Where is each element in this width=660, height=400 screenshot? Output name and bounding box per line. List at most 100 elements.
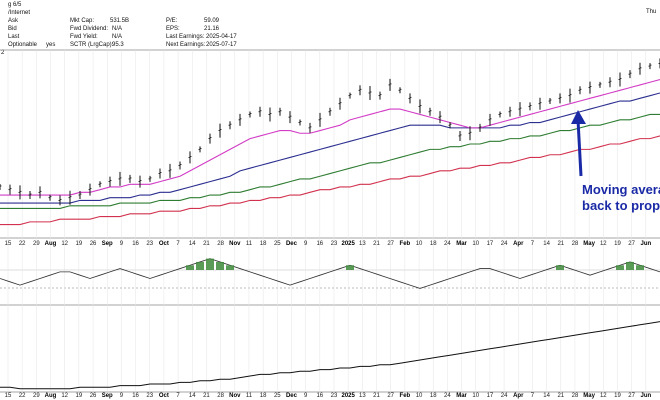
pe-key: P/E: (166, 18, 178, 24)
x-tick-label-bottom: 14 (189, 393, 196, 399)
x-tick-label-top: Feb (400, 241, 411, 247)
x-tick-label-bottom: May (583, 393, 595, 399)
x-tick-label-top: 7 (176, 241, 180, 247)
x-tick-label-top: 23 (331, 241, 338, 247)
fwd-yield-key: Fwd Yield: (70, 34, 98, 40)
tick-labels: 15 15 22 22 29 29 Aug Aug 12 12 19 19 26 26 Sep Sep 9 9 16… (5, 241, 652, 399)
row-optionable-label: Optionable (8, 42, 38, 48)
ma-slow-line (0, 113, 660, 210)
last-earnings-key: Last Earnings: (166, 34, 205, 40)
annotation-line-2: back to prope (582, 198, 660, 213)
osc-fill (186, 265, 194, 270)
x-tick-label-bottom: 26 (90, 393, 97, 399)
side-mark: 2 (1, 50, 5, 56)
x-tick-label-bottom: 28 (217, 393, 224, 399)
x-tick-label-top: 2025 (341, 241, 355, 247)
x-tick-label-bottom: 7 (531, 393, 535, 399)
x-tick-label-bottom: 24 (501, 393, 508, 399)
x-tick-label-top: 23 (146, 241, 153, 247)
x-tick-label-bottom: Sep (102, 393, 113, 399)
row-bid-label: Bid (8, 26, 17, 32)
x-tick-label-bottom: Jun (640, 393, 651, 399)
x-tick-label-top: Jun (640, 241, 651, 247)
next-earnings-value: 2025-07-17 (206, 42, 237, 48)
x-tick-label-bottom: 27 (628, 393, 635, 399)
x-tick-label-bottom: 16 (316, 393, 323, 399)
osc-fill (636, 265, 644, 270)
osc-fill (346, 265, 354, 270)
x-tick-label-top: Dec (286, 241, 298, 247)
x-tick-label-top: 19 (614, 241, 621, 247)
next-earnings-key: Next Earnings: (166, 42, 206, 48)
ma-fast-line (0, 79, 660, 196)
x-tick-label-bottom: 12 (600, 393, 607, 399)
x-tick-label-bottom: Apr (513, 393, 524, 399)
x-tick-label-bottom: Dec (286, 393, 298, 399)
mkt-cap-key: Mkt Cap: (70, 18, 95, 24)
osc-fill (216, 261, 224, 270)
x-tick-label-bottom: 19 (614, 393, 621, 399)
x-tick-label-top: 19 (76, 241, 83, 247)
x-tick-label-bottom: 9 (120, 393, 124, 399)
ma-mid-line (0, 92, 660, 204)
x-tick-label-bottom: 21 (557, 393, 564, 399)
arrow-head (571, 110, 586, 124)
x-tick-label-bottom: 18 (430, 393, 437, 399)
x-tick-label-bottom: 7 (176, 393, 180, 399)
x-tick-label-bottom: 10 (472, 393, 479, 399)
x-tick-label-bottom: 19 (76, 393, 83, 399)
x-tick-label-bottom: 28 (572, 393, 579, 399)
x-tick-label-top: 24 (501, 241, 508, 247)
x-tick-label-bottom: 21 (203, 393, 210, 399)
fwd-dividend-key: Fwd Dividend: (70, 26, 109, 32)
series-layer (0, 58, 660, 390)
eps-key: EPS: (166, 26, 180, 32)
x-tick-label-top: 21 (557, 241, 564, 247)
row-optionable-value: yes (46, 42, 56, 48)
row-ask-label: Ask (8, 18, 19, 24)
x-tick-label-bottom: 23 (146, 393, 153, 399)
x-tick-label-top: 9 (304, 241, 308, 247)
x-tick-label-bottom: 10 (416, 393, 423, 399)
x-tick-label-top: 13 (359, 241, 366, 247)
x-tick-label-bottom: 29 (33, 393, 40, 399)
x-tick-label-top: Apr (513, 241, 524, 247)
x-tick-label-top: 28 (217, 241, 224, 247)
last-earnings-value: 2025-04-17 (206, 34, 237, 40)
x-tick-label-bottom: 16 (132, 393, 139, 399)
bottom-line (0, 321, 660, 390)
x-tick-label-bottom: 2025 (341, 393, 355, 399)
x-tick-label-top: May (583, 241, 595, 247)
x-tick-label-top: Nov (229, 241, 241, 247)
x-tick-label-top: 16 (132, 241, 139, 247)
mkt-cap-value: 531.5B (110, 18, 130, 24)
x-tick-label-bottom: 21 (373, 393, 380, 399)
x-tick-label-top: Sep (102, 241, 113, 247)
x-tick-label-bottom: Oct (159, 393, 169, 399)
sctr-value: 95.3 (112, 42, 124, 48)
header-top-left: g 6/5 (8, 2, 22, 8)
x-tick-label-top: 27 (628, 241, 635, 247)
x-tick-label-bottom: 11 (246, 393, 253, 399)
osc-fill (206, 258, 214, 270)
pe-value: 59.09 (204, 18, 220, 24)
x-tick-label-bottom: 12 (61, 393, 68, 399)
x-tick-label-top: 10 (416, 241, 423, 247)
arrow-line (576, 119, 583, 177)
x-tick-label-top: 29 (33, 241, 40, 247)
x-tick-label-top: 14 (543, 241, 550, 247)
x-tick-label-top: 9 (120, 241, 124, 247)
fwd-dividend-value: N/A (112, 26, 123, 32)
annotation-arrow (571, 110, 586, 177)
x-tick-label-bottom: Mar (456, 393, 467, 399)
x-tick-label-top: 10 (472, 241, 479, 247)
eps-value: 21.16 (204, 26, 220, 32)
x-tick-label-top: 21 (373, 241, 380, 247)
osc-fill (616, 265, 624, 270)
x-tick-label-bottom: 15 (5, 393, 12, 399)
sctr-key: SCTR (LrgCap): (70, 42, 114, 48)
x-tick-label-top: Oct (159, 241, 169, 247)
x-tick-label-bottom: Aug (45, 393, 57, 399)
fwd-yield-value: N/A (112, 34, 123, 40)
